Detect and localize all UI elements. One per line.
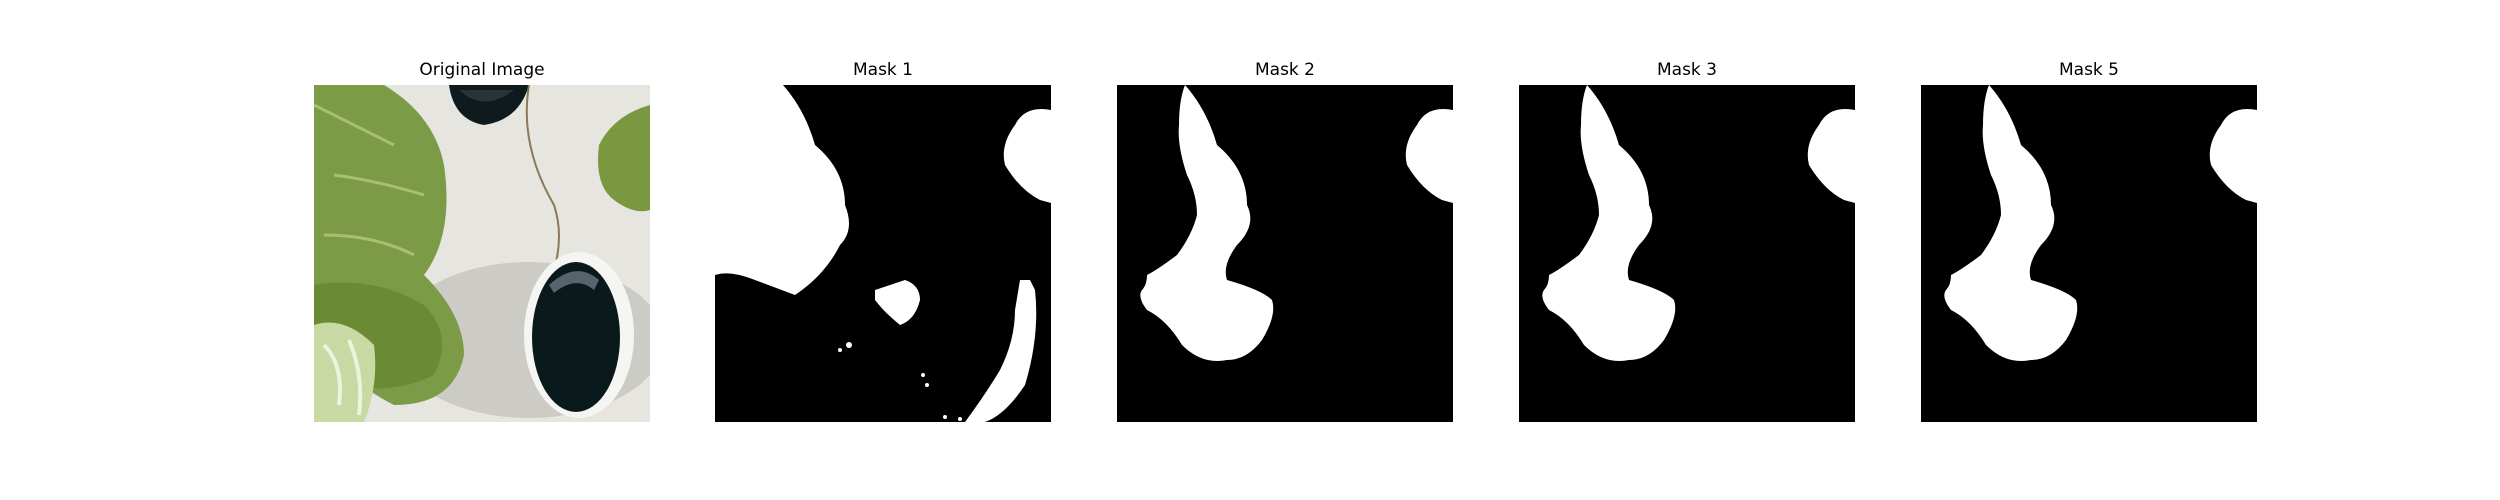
panel-title-original: Original Image [419,60,545,80]
mask-3-image [1519,85,1855,422]
original-image [314,85,650,422]
panel-title-mask-3: Mask 3 [1656,60,1717,80]
panel-title-mask-5: Mask 5 [2058,60,2119,80]
panel-title-mask-1: Mask 1 [852,60,913,80]
panel-title-mask-2: Mask 2 [1254,60,1315,80]
mask-1-image [715,85,1051,422]
mask-5-image [1921,85,2257,422]
mask-2-image [1117,85,1453,422]
